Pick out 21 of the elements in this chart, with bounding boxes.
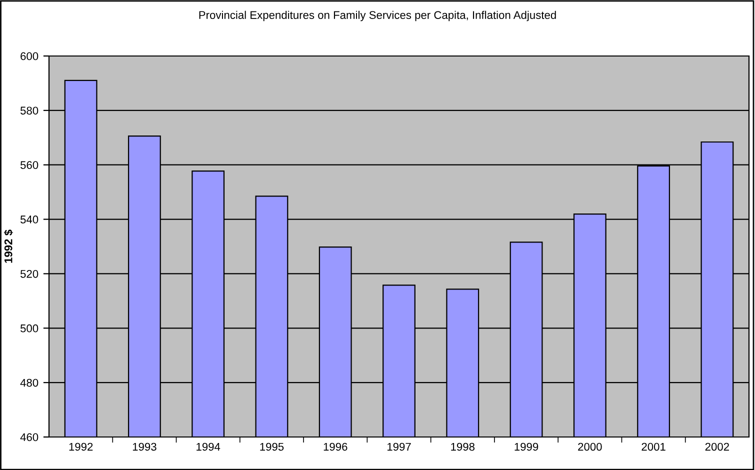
chart-title: Provincial Expenditures on Family Services per Capita, Inflation Adjusted	[199, 10, 556, 22]
y-tick-label: 460	[20, 433, 38, 442]
x-tick-label: 1999	[514, 442, 538, 451]
y-tick-label: 500	[20, 324, 38, 332]
y-tick-label: 520	[20, 270, 38, 278]
x-tick-label: 1995	[260, 442, 284, 451]
y-tick-label: 480	[20, 378, 38, 387]
x-tick-label: 1996	[324, 442, 348, 451]
y-tick-label: 560	[20, 161, 38, 169]
x-tick-label: 1997	[387, 442, 411, 451]
x-tick-label: 2001	[642, 442, 666, 451]
y-tick-label: 540	[20, 216, 38, 224]
y-tick-label: 580	[20, 106, 38, 115]
x-tick-label: 1994	[196, 442, 220, 451]
x-tick-label: 1993	[132, 442, 156, 451]
x-tick-label: 1992	[69, 442, 93, 451]
x-tick-label: 2000	[578, 442, 602, 451]
y-axis-title: 1992 $	[4, 230, 14, 263]
x-tick-label: 2002	[705, 442, 729, 451]
x-tick-label: 1998	[451, 442, 475, 451]
y-tick-label: 600	[20, 52, 38, 60]
